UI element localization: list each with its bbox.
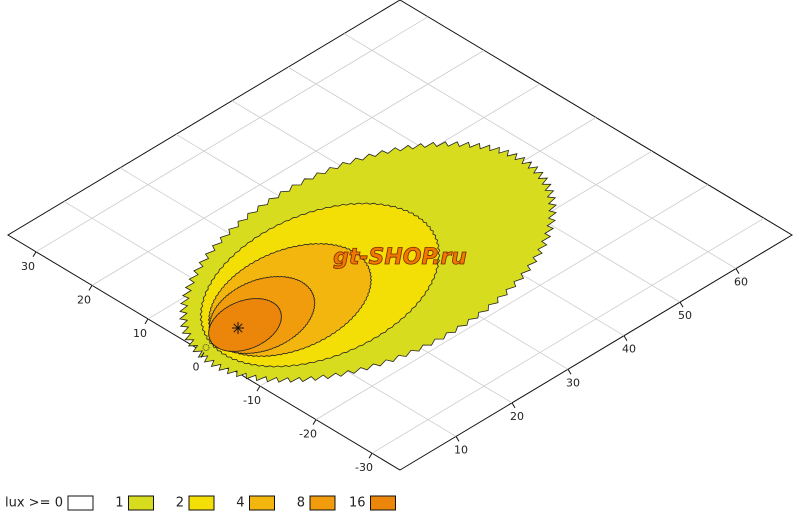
- x-tick-label: 30: [566, 376, 580, 389]
- tick-mark: [144, 318, 149, 325]
- legend-label: 16: [349, 496, 366, 511]
- legend-label: 8: [297, 496, 305, 511]
- legend-label: 0: [55, 496, 63, 511]
- legend-swatch: [370, 495, 396, 511]
- grid-line: [91, 50, 485, 286]
- tick-mark: [735, 268, 740, 274]
- tick-mark: [368, 452, 373, 459]
- grid-line: [35, 16, 429, 253]
- light-source: [202, 344, 210, 351]
- y-tick-label: 10: [133, 327, 147, 340]
- tick-mark: [567, 369, 572, 375]
- y-tick-label: -30: [355, 461, 373, 474]
- tick-mark: [455, 436, 460, 442]
- legend-label: 1: [115, 496, 123, 511]
- tick-mark: [200, 352, 205, 358]
- x-tick-label: 60: [734, 276, 748, 289]
- x-tick-label: 20: [510, 410, 524, 423]
- y-tick-label: 0: [193, 361, 200, 374]
- tick-mark: [256, 385, 261, 392]
- tick-mark: [679, 301, 684, 308]
- grid-line: [371, 217, 765, 454]
- tick-mark: [511, 402, 516, 409]
- legend-swatch: [188, 495, 215, 511]
- legend-label: 2: [176, 496, 184, 511]
- max-marker: [233, 323, 243, 333]
- tick-mark: [312, 419, 317, 425]
- y-tick-label: 30: [21, 260, 35, 273]
- watermark: gt-SHOP.ru: [333, 245, 467, 270]
- x-tick-label: 40: [622, 343, 636, 356]
- legend-title: lux >=: [5, 496, 50, 511]
- legend-swatch: [128, 495, 154, 511]
- x-tick-label: 10: [454, 443, 468, 456]
- tick-mark: [623, 335, 628, 341]
- legend-label: 4: [236, 496, 244, 511]
- legend-swatch: [309, 495, 336, 511]
- x-tick-label: 50: [678, 309, 692, 322]
- grid-line: [315, 184, 709, 420]
- isolux-region: [207, 297, 283, 353]
- y-tick-label: -20: [299, 428, 317, 441]
- tick-mark: [32, 251, 37, 258]
- tick-mark: [88, 285, 93, 291]
- y-tick-label: 20: [77, 293, 91, 306]
- legend-swatch: [249, 495, 275, 511]
- legend-swatch: [67, 495, 94, 511]
- y-tick-label: -10: [243, 394, 261, 407]
